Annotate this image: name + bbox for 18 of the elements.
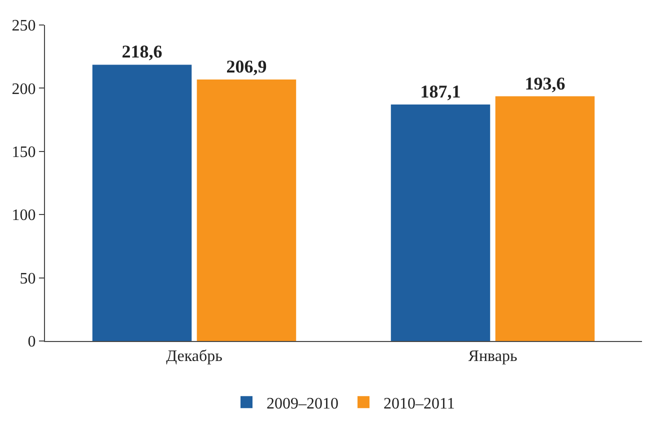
- x-tick-label: Декабрь: [166, 348, 222, 366]
- bar: [92, 64, 192, 341]
- legend-label: 2010–2011: [384, 395, 455, 412]
- legend-label: 2009–2010: [266, 395, 338, 412]
- bar: [196, 79, 296, 341]
- y-tick-label: 50: [20, 270, 36, 288]
- y-tick-label: 200: [12, 80, 36, 98]
- data-label: 218,6: [122, 42, 162, 62]
- data-label: 187,1: [420, 82, 461, 102]
- bar: [390, 104, 490, 341]
- x-tick-label: Январь: [468, 348, 518, 366]
- data-label: 206,9: [226, 56, 267, 76]
- y-tick-label: 100: [12, 207, 36, 224]
- y-tick-label: 150: [12, 144, 36, 161]
- data-label: 193,6: [524, 73, 566, 94]
- y-tick-label: 0: [28, 334, 36, 351]
- y-tick-label: 250: [12, 18, 36, 35]
- bar: [495, 96, 595, 341]
